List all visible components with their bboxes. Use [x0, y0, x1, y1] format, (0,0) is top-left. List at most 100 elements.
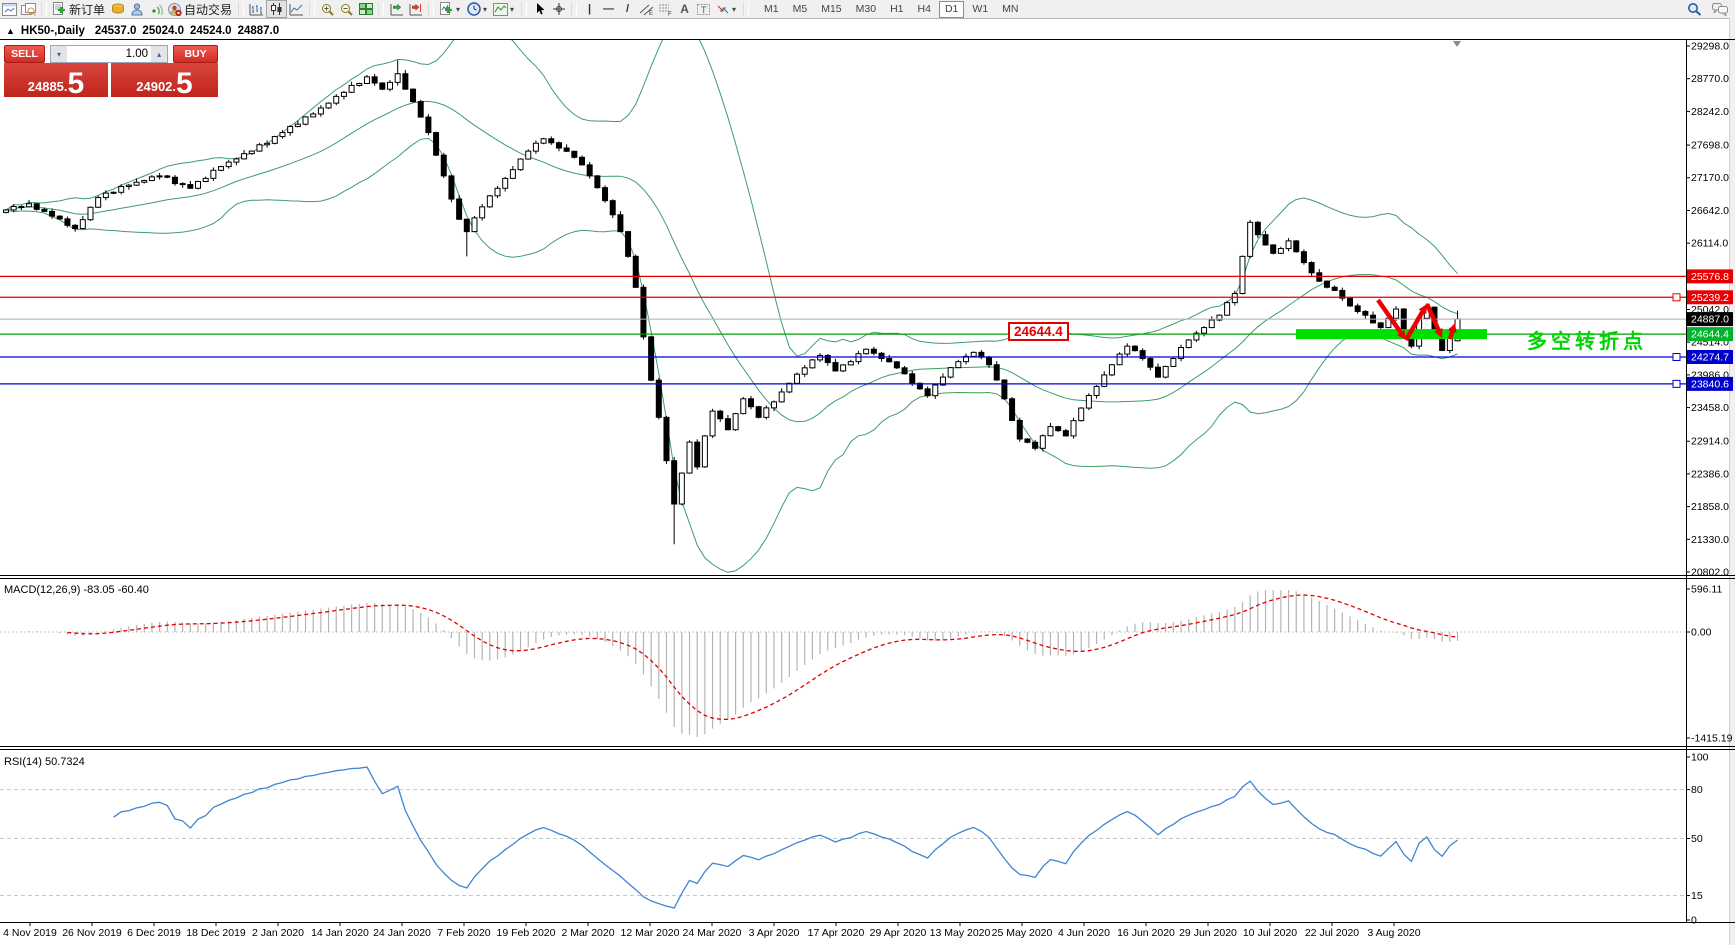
date-label[interactable]: 24 Mar 2020 [683, 927, 742, 939]
line-handle[interactable] [1672, 293, 1681, 302]
timeframe-m1[interactable]: M1 [764, 2, 779, 15]
add-indicator-icon[interactable] [437, 1, 456, 17]
bollinger-upper-band[interactable] [5, 15, 1458, 357]
candle-body [609, 200, 616, 216]
crosshair-icon[interactable] [549, 1, 568, 17]
date-label[interactable]: 3 Apr 2020 [749, 927, 800, 939]
date-label[interactable]: 16 Jun 2020 [1117, 927, 1175, 939]
templates-caret[interactable]: ▾ [510, 4, 515, 14]
date-label[interactable]: 6 Dec 2019 [127, 927, 181, 939]
date-label[interactable]: 2 Mar 2020 [561, 927, 614, 939]
autotrading-label[interactable]: 自动交易 [184, 2, 233, 17]
arrows-icon[interactable] [713, 1, 732, 17]
candle-body [586, 164, 593, 177]
add-indicator-caret[interactable]: ▾ [456, 4, 461, 14]
candle-body [1155, 366, 1161, 378]
charts-list-icon[interactable] [0, 1, 19, 17]
vertical-line-icon[interactable]: | [587, 3, 592, 15]
date-label[interactable]: 29 Apr 2020 [870, 927, 927, 939]
auto-scroll-icon[interactable] [387, 1, 406, 17]
timeframe-m30[interactable]: M30 [855, 2, 877, 15]
new-order-icon[interactable] [50, 1, 69, 17]
tile-windows-icon[interactable] [19, 1, 38, 17]
sell-price-display[interactable]: 24885. 5 [4, 63, 108, 99]
new-order-label[interactable]: 新订单 [69, 2, 106, 17]
timeframe-w1[interactable]: W1 [972, 2, 989, 15]
bollinger-lower-band[interactable] [5, 137, 1458, 573]
date-label[interactable]: 25 May 2020 [992, 927, 1053, 939]
candle-body [1047, 426, 1054, 437]
date-label[interactable]: 3 Aug 2020 [1367, 927, 1420, 939]
timeframe-d1[interactable]: D1 [938, 0, 965, 18]
candle-body [809, 359, 816, 369]
date-label[interactable]: 26 Nov 2019 [62, 927, 122, 939]
date-label[interactable]: 13 May 2020 [930, 927, 991, 939]
trendline-icon[interactable]: / [626, 3, 630, 15]
buy-button[interactable]: BUY [173, 45, 218, 63]
templates-icon[interactable] [491, 1, 510, 17]
sell-button[interactable]: SELL [4, 45, 46, 63]
timeframe-m15[interactable]: M15 [821, 2, 842, 15]
autotrading-icon[interactable] [165, 1, 184, 17]
chat-icon[interactable] [1710, 1, 1729, 17]
zigzag-arrow-segment[interactable] [1424, 303, 1442, 334]
line-handle[interactable] [1672, 352, 1681, 361]
cursor-icon[interactable] [530, 1, 549, 17]
candle-body [778, 391, 785, 403]
price-tag-label[interactable]: 24644.4 [1008, 322, 1069, 341]
volume-decrease-button[interactable]: ▾ [51, 46, 68, 62]
timeframe-bar: M1 M5 M15 M30 H1 H4 D1 W1 MN [758, 0, 1024, 18]
candle-body [655, 379, 662, 418]
candle-body [387, 81, 393, 90]
date-label[interactable]: 29 Jun 2020 [1179, 927, 1237, 939]
arrange-windows-icon[interactable] [356, 1, 375, 17]
zigzag-arrow-segment[interactable] [1404, 308, 1426, 342]
date-label[interactable]: 4 Jun 2020 [1058, 927, 1110, 939]
timeframe-h1[interactable]: H1 [890, 2, 904, 15]
timeframe-mn[interactable]: MN [1002, 2, 1019, 15]
date-label[interactable]: 2 Jan 2020 [252, 927, 304, 939]
history-center-icon[interactable] [108, 1, 127, 17]
bar-chart-icon[interactable] [247, 1, 266, 17]
zoom-in-icon[interactable] [318, 1, 337, 17]
date-label[interactable]: 14 Jan 2020 [311, 927, 369, 939]
candlestick-chart-icon[interactable] [266, 0, 288, 18]
candle-body [1085, 394, 1092, 409]
date-label[interactable]: 22 Jul 2020 [1305, 927, 1359, 939]
equidistant-channel-icon[interactable]: E [637, 1, 656, 17]
search-icon[interactable] [1685, 1, 1704, 17]
text-label-icon[interactable]: T [694, 1, 713, 17]
periods-caret[interactable]: ▾ [483, 4, 488, 14]
timeframe-m5[interactable]: M5 [792, 2, 808, 15]
zigzag-arrow-segment[interactable] [1376, 298, 1405, 337]
bollinger-middle-band[interactable] [5, 100, 1458, 423]
timeframe-h4[interactable]: H4 [917, 2, 931, 15]
date-label[interactable]: 18 Dec 2019 [186, 927, 246, 939]
date-label[interactable]: 24 Jan 2020 [373, 927, 431, 939]
date-label[interactable]: 12 Mar 2020 [621, 927, 680, 939]
chart-shift-marker-icon[interactable] [1453, 41, 1461, 47]
chart-shift-icon[interactable] [406, 1, 425, 17]
support-band[interactable] [1296, 329, 1487, 340]
toolbar-separator [743, 2, 750, 16]
line-chart-icon[interactable] [287, 1, 306, 17]
navigator-icon[interactable] [127, 1, 146, 17]
signals-icon[interactable] [146, 1, 165, 17]
date-label[interactable]: 10 Jul 2020 [1243, 927, 1297, 939]
candle-body [648, 336, 655, 381]
line-handle[interactable] [1672, 379, 1681, 388]
text-icon[interactable]: A [680, 2, 689, 16]
date-label[interactable]: 4 Nov 2019 [3, 927, 57, 939]
fibonacci-icon[interactable]: F [656, 1, 675, 17]
arrows-caret[interactable]: ▾ [732, 4, 737, 14]
buy-price-display[interactable]: 24902. 5 [111, 63, 218, 99]
zoom-out-icon[interactable] [337, 1, 356, 17]
date-label[interactable]: 7 Feb 2020 [437, 927, 490, 939]
horizontal-line-icon[interactable]: — [603, 3, 615, 15]
periods-clock-icon[interactable] [464, 1, 483, 17]
volume-input[interactable] [67, 46, 152, 62]
volume-increase-button[interactable]: ▴ [151, 46, 168, 62]
date-label[interactable]: 17 Apr 2020 [808, 927, 865, 939]
date-label[interactable]: 19 Feb 2020 [497, 927, 556, 939]
